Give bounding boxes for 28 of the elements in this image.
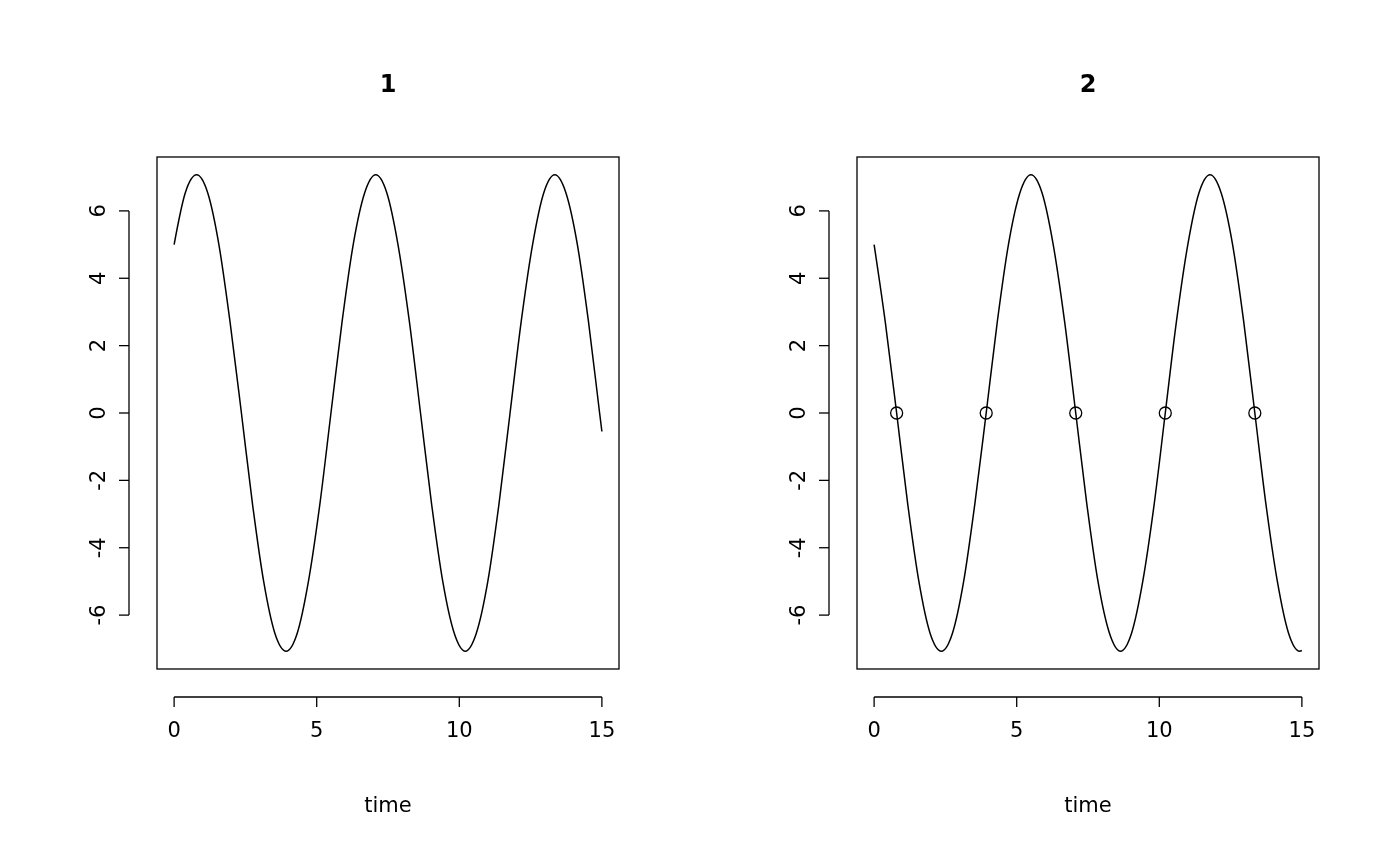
y-tick-label: -2	[86, 469, 110, 491]
y-tick-label: 6	[786, 204, 810, 218]
y-tick-label: -2	[786, 469, 810, 491]
y-tick-label: 6	[86, 204, 110, 218]
y-tick-label: 0	[86, 406, 110, 420]
line-series	[873, 174, 1303, 652]
x-tick-label: 15	[588, 718, 616, 742]
x-axis-title: time	[364, 793, 412, 817]
y-tick-label: 2	[86, 338, 110, 353]
x-tick-label: 10	[445, 718, 473, 742]
x-tick-label: 0	[867, 718, 881, 742]
x-axis-title: time	[1064, 793, 1112, 817]
y-tick-label: 0	[786, 406, 810, 420]
y-tick-label: 4	[786, 271, 810, 285]
x-tick-label: 10	[1145, 718, 1173, 742]
x-tick-label: 0	[167, 718, 181, 742]
line-series	[173, 174, 603, 652]
y-tick-label: 4	[86, 271, 110, 285]
chart-title: 2	[1079, 70, 1097, 98]
chart-title: 1	[379, 70, 397, 98]
x-tick-label: 15	[1288, 718, 1316, 742]
y-tick-label: -4	[86, 537, 110, 559]
y-tick-label: -6	[86, 604, 110, 626]
y-tick-label: -6	[786, 604, 810, 626]
y-tick-label: -4	[786, 537, 810, 559]
y-tick-label: 2	[786, 338, 810, 353]
x-tick-label: 5	[1010, 718, 1024, 742]
x-tick-label: 5	[310, 718, 324, 742]
